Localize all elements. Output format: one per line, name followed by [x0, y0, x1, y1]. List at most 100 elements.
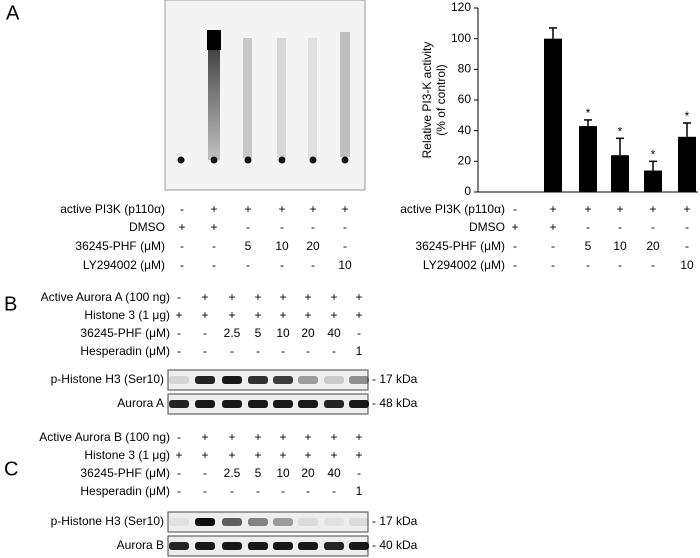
condition-cell: +: [278, 202, 285, 216]
y-tick-label: 120: [451, 0, 471, 14]
band: [273, 518, 293, 526]
condition-cell: -: [586, 258, 590, 272]
condition-cell: +: [355, 448, 362, 462]
condition-cell: +: [355, 290, 362, 304]
condition-cell: +: [616, 202, 623, 216]
condition-label: DMSO: [129, 220, 165, 234]
condition-cell: +: [304, 308, 311, 322]
condition-cell: -: [586, 220, 590, 234]
significance-mark: *: [685, 109, 690, 123]
condition-cell: -: [177, 466, 181, 480]
band: [298, 518, 318, 526]
condition-cell: -: [180, 239, 184, 253]
condition-cell: +: [201, 308, 208, 322]
condition-cell: -: [177, 290, 181, 304]
condition-cell: +: [228, 308, 235, 322]
condition-label: Hesperadin (μM): [80, 344, 170, 358]
condition-cell: -: [180, 258, 184, 272]
y-axis-label: (% of control): [434, 64, 448, 135]
condition-cell: +: [244, 202, 251, 216]
condition-cell: -: [685, 239, 689, 253]
condition-cell: +: [175, 448, 182, 462]
significance-mark: *: [586, 106, 591, 120]
condition-label: DMSO: [469, 220, 505, 234]
condition-label: Histone 3 (1 μg): [84, 308, 170, 322]
condition-cell: 10: [276, 466, 290, 480]
condition-cell: -: [256, 484, 260, 498]
condition-cell: +: [254, 448, 261, 462]
condition-label: Active Aurora B (100 ng): [39, 430, 170, 444]
panel-label: B: [4, 293, 17, 315]
band: [324, 400, 344, 408]
condition-cell: +: [228, 448, 235, 462]
condition-cell: -: [357, 466, 361, 480]
condition-cell: -: [685, 220, 689, 234]
condition-cell: +: [549, 202, 556, 216]
blot-label: p-Histone H3 (Ser10): [51, 514, 164, 528]
band: [195, 518, 215, 526]
condition-cell: -: [306, 344, 310, 358]
condition-cell: -: [357, 326, 361, 340]
bar: [644, 170, 662, 192]
error-bar: [616, 137, 624, 156]
condition-cell: 5: [255, 466, 262, 480]
condition-cell: -: [177, 344, 181, 358]
condition-label: Histone 3 (1 μg): [84, 448, 170, 462]
condition-cell: 1: [356, 484, 363, 498]
condition-cell: -: [203, 326, 207, 340]
condition-cell: +: [511, 220, 518, 234]
y-tick-label: 100: [451, 31, 471, 45]
condition-cell: -: [343, 239, 347, 253]
condition-cell: +: [584, 202, 591, 216]
band: [222, 376, 242, 384]
condition-cell: +: [254, 308, 261, 322]
band: [349, 542, 369, 550]
band: [298, 400, 318, 408]
condition-cell: +: [355, 308, 362, 322]
condition-cell: -: [332, 344, 336, 358]
condition-cell: +: [228, 290, 235, 304]
condition-label: LY294002 (μM): [423, 258, 505, 272]
condition-cell: +: [201, 430, 208, 444]
condition-cell: 5: [585, 239, 592, 253]
condition-cell: +: [309, 202, 316, 216]
band: [324, 376, 344, 384]
condition-cell: 10: [276, 326, 290, 340]
y-axis-label: Relative PI3-K activity: [420, 42, 434, 159]
condition-cell: 5: [255, 326, 262, 340]
condition-label: active PI3K (p110α): [60, 202, 165, 216]
y-tick-label: 60: [458, 92, 472, 106]
condition-label: 36245-PHF (μM): [80, 466, 170, 480]
condition-cell: +: [355, 430, 362, 444]
bar: [579, 126, 597, 192]
condition-cell: -: [281, 484, 285, 498]
band: [222, 518, 242, 526]
condition-cell: 10: [338, 258, 352, 272]
condition-cell: +: [254, 290, 261, 304]
condition-cell: -: [513, 258, 517, 272]
condition-cell: -: [618, 220, 622, 234]
condition-cell: 40: [327, 326, 341, 340]
band: [248, 376, 268, 384]
band: [222, 542, 242, 550]
condition-cell: +: [210, 202, 217, 216]
error-bar: [584, 119, 592, 127]
condition-label: 36245-PHF (μM): [75, 239, 165, 253]
band: [222, 400, 242, 408]
blot-label: Aurora A: [117, 396, 164, 410]
condition-cell: -: [280, 220, 284, 234]
y-tick-label: 0: [464, 184, 471, 198]
condition-cell: +: [279, 430, 286, 444]
condition-cell: -: [177, 326, 181, 340]
condition-cell: -: [203, 344, 207, 358]
condition-cell: -: [230, 344, 234, 358]
condition-cell: +: [341, 202, 348, 216]
significance-mark: *: [651, 148, 656, 162]
condition-cell: -: [551, 258, 555, 272]
condition-cell: 20: [301, 326, 315, 340]
y-tick-label: 20: [458, 154, 472, 168]
condition-cell: +: [228, 430, 235, 444]
condition-cell: -: [311, 220, 315, 234]
condition-cell: +: [330, 290, 337, 304]
condition-cell: -: [177, 430, 181, 444]
